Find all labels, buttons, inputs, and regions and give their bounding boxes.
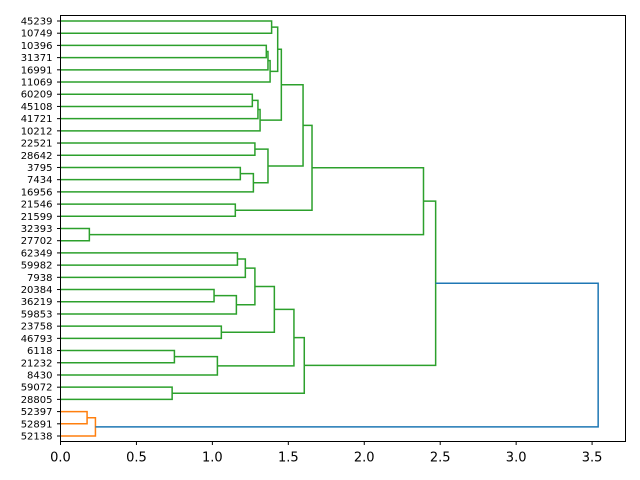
dendrogram-link <box>217 308 295 367</box>
dendrogram-links <box>60 20 599 437</box>
leaf-label: 32393 <box>21 224 53 235</box>
dendrogram-link <box>60 252 239 266</box>
leaf-label: 21546 <box>21 200 53 211</box>
dendrogram-link <box>60 166 242 181</box>
dendrogram-link <box>60 288 215 303</box>
leaf-label: 21599 <box>21 212 53 223</box>
dendrogram-link <box>60 172 255 193</box>
dendrogram-link <box>60 99 259 120</box>
leaf-label: 46793 <box>21 334 53 345</box>
leaf-label: 45108 <box>21 102 53 113</box>
leaf-label: 16991 <box>21 65 53 76</box>
leaf-label: 27702 <box>21 236 53 247</box>
leaf-label: 10749 <box>21 29 53 40</box>
leaf-label: 6118 <box>27 346 52 357</box>
dendrogram-link <box>221 285 276 333</box>
leaf-label: 52138 <box>21 432 53 443</box>
dendrogram-link <box>60 59 271 83</box>
dendrogram-link <box>60 258 247 279</box>
dendrogram-link <box>60 386 173 401</box>
leaf-label: 10212 <box>21 126 53 137</box>
dendrogram-link <box>60 108 261 132</box>
dendrogram-link <box>267 83 304 167</box>
leaf-label: 16956 <box>21 187 53 198</box>
leaf-label: 20384 <box>21 285 53 296</box>
x-tick-label: 1.5 <box>278 451 299 466</box>
x-tick-label: 0.0 <box>50 451 71 466</box>
leaf-label: 59072 <box>21 383 53 394</box>
leaf-label: 59982 <box>21 261 53 272</box>
leaf-label: 22521 <box>21 139 53 150</box>
dendrogram-link <box>95 282 599 428</box>
x-tick-label: 1.0 <box>202 451 223 466</box>
dendrogram-link <box>260 48 283 121</box>
leaf-label: 8430 <box>27 370 52 381</box>
dendrogram-link <box>60 227 91 242</box>
dendrogram-link <box>89 167 425 236</box>
dendrogram-link <box>60 20 273 34</box>
x-tick-label: 3.0 <box>506 451 527 466</box>
dendrogram-link <box>60 44 268 59</box>
leaf-label: 3795 <box>27 163 52 174</box>
dendrogram-link <box>304 200 437 367</box>
dendrogram-link <box>60 203 237 218</box>
dendrogram-link <box>60 93 254 108</box>
dendrogram-link <box>60 325 223 340</box>
dendrogram-link <box>172 336 306 395</box>
leaf-label: 23758 <box>21 322 53 333</box>
dendrogram-link <box>60 355 219 376</box>
leaf-label: 36219 <box>21 297 53 308</box>
plot-frame <box>60 15 626 442</box>
leaf-label: 28642 <box>21 151 53 162</box>
dendrogram-link <box>60 416 97 437</box>
dendrogram-link <box>60 50 269 71</box>
x-tick-label: 2.0 <box>354 451 375 466</box>
leaf-label: 28805 <box>21 395 53 406</box>
x-tick-label: 3.5 <box>582 451 603 466</box>
x-tick-label: 2.5 <box>430 451 451 466</box>
leaf-label: 7434 <box>27 175 52 186</box>
dendrogram-link <box>60 142 256 157</box>
dendrogram-link <box>235 124 313 211</box>
leaf-label: 41721 <box>21 114 53 125</box>
leaf-label: 45239 <box>21 17 53 28</box>
leaf-label: 60209 <box>21 90 53 101</box>
leaf-label: 10396 <box>21 41 53 52</box>
dendrogram-link <box>253 148 269 184</box>
leaf-label: 59853 <box>21 309 53 320</box>
dendrogram-link <box>60 349 176 364</box>
leaf-label: 31371 <box>21 53 53 64</box>
leaf-label: 7938 <box>27 273 52 284</box>
dendrogram-link <box>60 410 88 425</box>
leaf-label: 52397 <box>21 407 53 418</box>
leaf-label: 11069 <box>21 78 53 89</box>
leaf-label: 62349 <box>21 248 53 259</box>
x-axis-ticks: 0.0 0.5 1.0 1.5 2.0 2.5 3.0 3.5 <box>50 441 603 466</box>
leaf-label: 21232 <box>21 358 53 369</box>
leaf-label: 52891 <box>21 419 53 430</box>
x-tick-label: 0.5 <box>126 451 147 466</box>
dendrogram-link <box>60 294 238 315</box>
